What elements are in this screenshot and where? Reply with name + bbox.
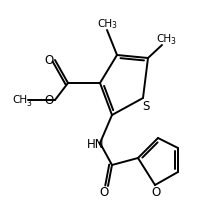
Text: S: S [142, 99, 150, 113]
Text: CH: CH [97, 19, 113, 29]
Text: O: O [151, 187, 161, 200]
Text: O: O [99, 187, 109, 200]
Text: O: O [44, 53, 54, 67]
Text: HN: HN [87, 138, 105, 150]
Text: 3: 3 [111, 21, 116, 30]
Text: 3: 3 [171, 37, 175, 46]
Text: 3: 3 [27, 99, 31, 108]
Text: O: O [44, 95, 54, 108]
Text: CH: CH [12, 95, 28, 105]
Text: CH: CH [156, 34, 172, 44]
